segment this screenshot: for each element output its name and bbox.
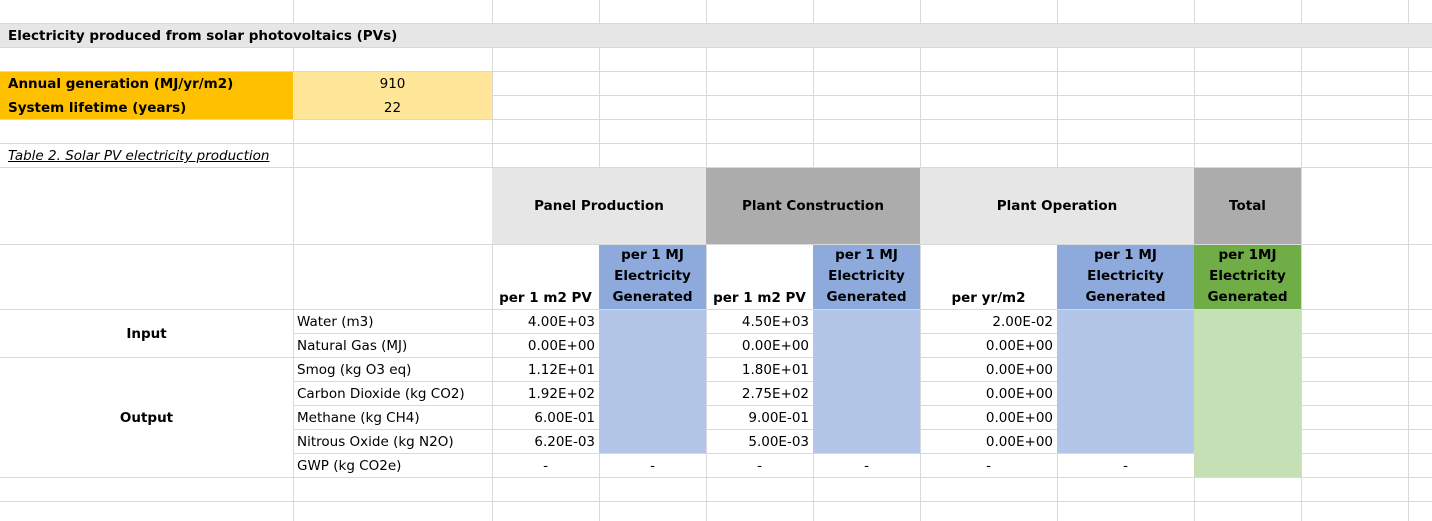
cell-panel-per-mj[interactable]: [599, 430, 706, 454]
cell-plant-per-m2[interactable]: 4.50E+03: [741, 314, 809, 330]
cell-plant-per-m2[interactable]: -: [757, 458, 762, 474]
cell-operation-per-yr[interactable]: 0.00E+00: [985, 362, 1053, 378]
cell-operation-per-mj[interactable]: [1057, 334, 1194, 358]
subheader-plant-per-m2[interactable]: per 1 m2 PV: [713, 290, 806, 306]
cell-total-per-mj[interactable]: [1194, 358, 1301, 382]
cell-plant-per-mj[interactable]: [813, 310, 920, 334]
cell-panel-per-mj[interactable]: [599, 358, 706, 382]
cell-operation-per-yr[interactable]: 0.00E+00: [985, 434, 1053, 450]
cell-total-per-mj[interactable]: [1194, 310, 1301, 334]
table-caption[interactable]: Table 2. Solar PV electricity production: [8, 148, 270, 164]
row-name[interactable]: Water (m3): [297, 314, 374, 330]
cell-plant-per-mj[interactable]: [813, 358, 920, 382]
subheader-panel-per-m2[interactable]: per 1 m2 PV: [499, 290, 592, 306]
param-label-system-lifetime[interactable]: System lifetime (years): [8, 99, 187, 116]
cell-total-per-mj[interactable]: [1194, 382, 1301, 406]
header-plant-construction[interactable]: Plant Construction: [742, 198, 884, 214]
subheader-operation-per-yr[interactable]: per yr/m2: [951, 290, 1026, 306]
cell-panel-per-m2[interactable]: 0.00E+00: [527, 338, 595, 354]
cell-plant-per-m2[interactable]: 5.00E-03: [748, 434, 809, 450]
cell-operation-per-yr[interactable]: 2.00E-02: [992, 314, 1053, 330]
param-value-system-lifetime[interactable]: 22: [383, 99, 402, 116]
cell-operation-per-yr[interactable]: 0.00E+00: [985, 410, 1053, 426]
cell-operation-per-mj[interactable]: [1057, 358, 1194, 382]
cell-plant-per-m2[interactable]: 1.80E+01: [741, 362, 809, 378]
row-name[interactable]: Natural Gas (MJ): [297, 338, 408, 354]
cell-panel-per-mj[interactable]: -: [650, 458, 655, 474]
cell-plant-per-m2[interactable]: 9.00E-01: [748, 410, 809, 426]
row-name[interactable]: Carbon Dioxide (kg CO2): [297, 386, 465, 402]
cell-total-per-mj[interactable]: [1194, 334, 1301, 358]
cell-panel-per-m2[interactable]: 6.00E-01: [534, 410, 595, 426]
cell-operation-per-yr[interactable]: 0.00E+00: [985, 338, 1053, 354]
row-name[interactable]: Smog (kg O3 eq): [297, 362, 412, 378]
header-total[interactable]: Total: [1229, 198, 1266, 214]
cell-operation-per-mj[interactable]: [1057, 382, 1194, 406]
cell-panel-per-m2[interactable]: -: [543, 458, 548, 474]
group-output[interactable]: Output: [0, 358, 293, 477]
subheader-total-per-mj[interactable]: per 1MJ Electricity Generated: [1207, 247, 1288, 305]
cell-panel-per-m2[interactable]: 6.20E-03: [534, 434, 595, 450]
cell-panel-per-mj[interactable]: [599, 406, 706, 430]
sheet-title[interactable]: Electricity produced from solar photovol…: [8, 27, 398, 44]
group-input[interactable]: Input: [0, 310, 293, 357]
subheader-operation-per-mj[interactable]: per 1 MJ Electricity Generated: [1085, 247, 1166, 305]
row-name[interactable]: GWP (kg CO2e): [297, 458, 402, 474]
cell-plant-per-mj[interactable]: [813, 430, 920, 454]
cell-panel-per-mj[interactable]: [599, 334, 706, 358]
cell-operation-per-mj[interactable]: [1057, 430, 1194, 454]
cell-panel-per-m2[interactable]: 1.92E+02: [527, 386, 595, 402]
cell-total-per-mj[interactable]: [1194, 454, 1301, 478]
row-name[interactable]: Nitrous Oxide (kg N2O): [297, 434, 454, 450]
row-name[interactable]: Methane (kg CH4): [297, 410, 420, 426]
cell-operation-per-mj[interactable]: -: [1123, 458, 1128, 474]
header-panel-production[interactable]: Panel Production: [534, 198, 664, 214]
cell-plant-per-mj[interactable]: [813, 334, 920, 358]
cell-panel-per-mj[interactable]: [599, 310, 706, 334]
cell-plant-per-mj[interactable]: [813, 382, 920, 406]
cell-plant-per-mj[interactable]: [813, 406, 920, 430]
cell-plant-per-mj[interactable]: -: [864, 458, 869, 474]
cell-panel-per-m2[interactable]: 4.00E+03: [527, 314, 595, 330]
cell-operation-per-yr[interactable]: -: [986, 458, 991, 474]
cell-total-per-mj[interactable]: [1194, 430, 1301, 454]
param-value-annual-generation[interactable]: 910: [379, 76, 406, 92]
cell-operation-per-mj[interactable]: [1057, 406, 1194, 430]
cell-panel-per-mj[interactable]: [599, 382, 706, 406]
cell-operation-per-yr[interactable]: 0.00E+00: [985, 386, 1053, 402]
cell-operation-per-mj[interactable]: [1057, 310, 1194, 334]
cell-plant-per-m2[interactable]: 0.00E+00: [741, 338, 809, 354]
cell-plant-per-m2[interactable]: 2.75E+02: [741, 386, 809, 402]
subheader-plant-per-mj[interactable]: per 1 MJ Electricity Generated: [826, 247, 907, 305]
param-label-annual-generation[interactable]: Annual generation (MJ/yr/m2): [8, 76, 234, 92]
cell-panel-per-m2[interactable]: 1.12E+01: [527, 362, 595, 378]
subheader-panel-per-mj[interactable]: per 1 MJ Electricity Generated: [612, 247, 693, 305]
header-plant-operation[interactable]: Plant Operation: [996, 198, 1118, 214]
cell-total-per-mj[interactable]: [1194, 406, 1301, 430]
